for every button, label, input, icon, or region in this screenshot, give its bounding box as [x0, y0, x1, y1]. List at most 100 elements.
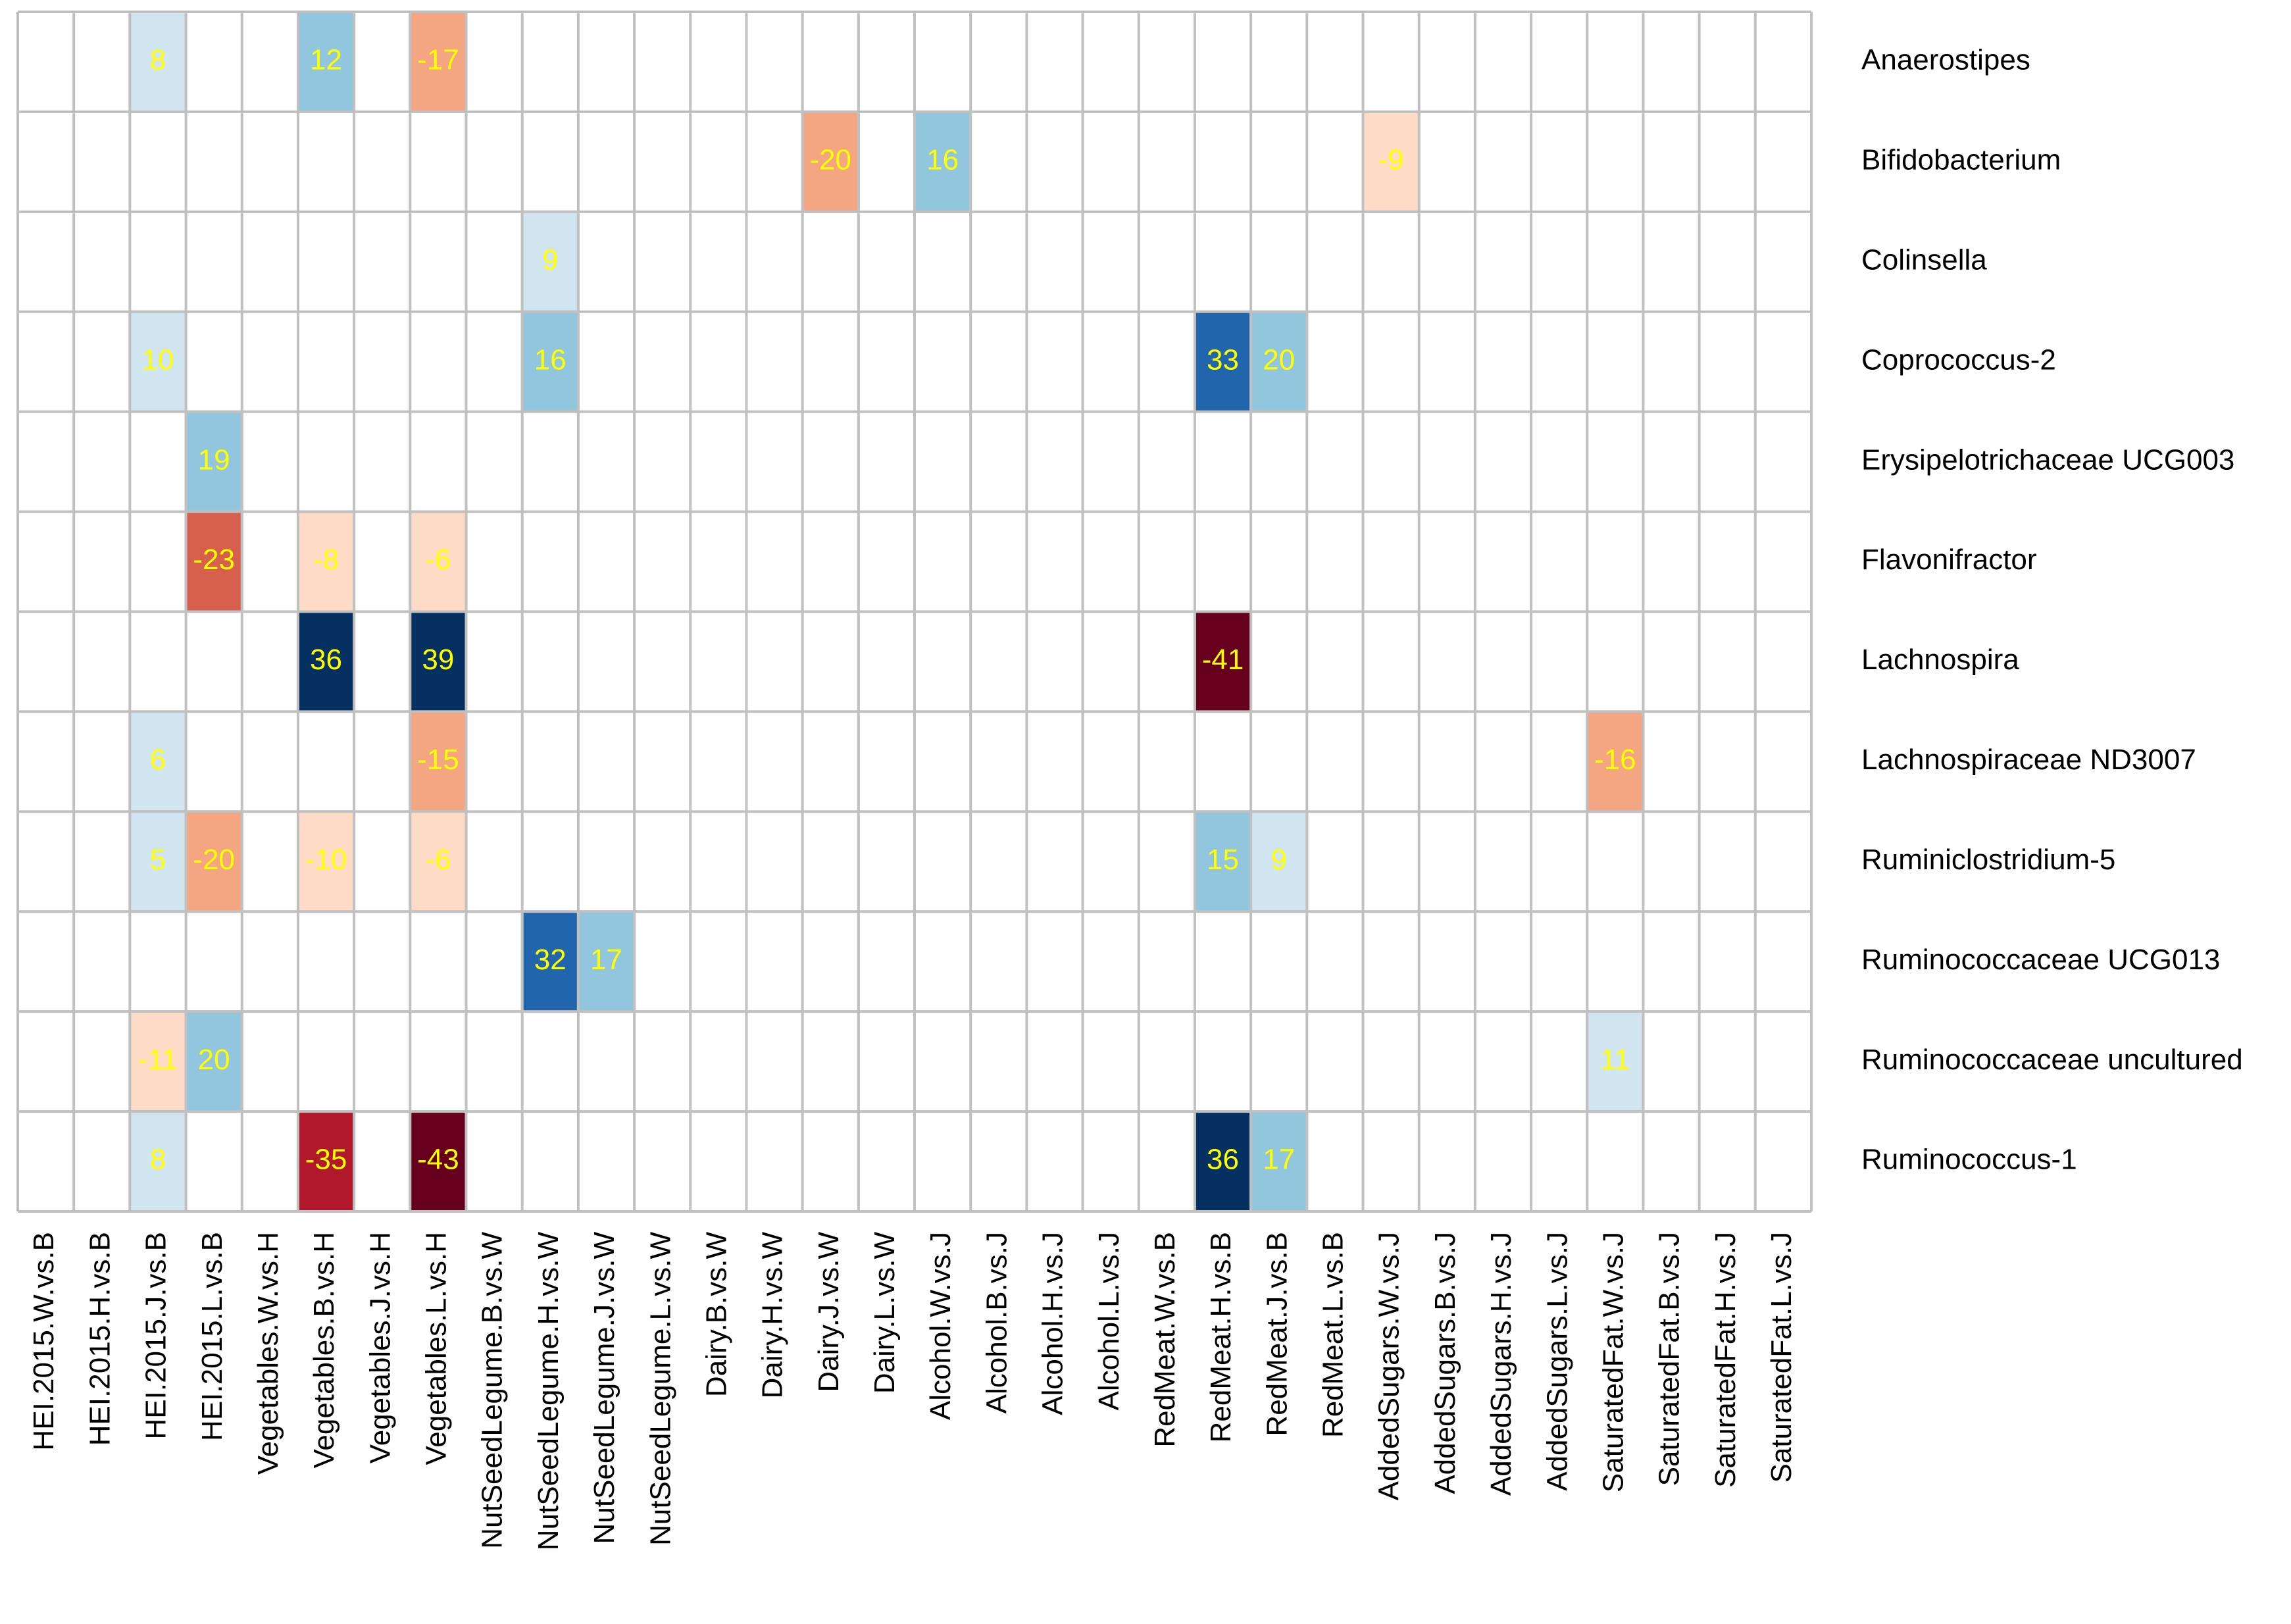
- column-label: RedMeat.H.vs.B: [1205, 1232, 1237, 1442]
- column-label: Alcohol.B.vs.J: [980, 1232, 1013, 1413]
- heat-cell: [184, 1010, 243, 1113]
- cell-label: 8: [150, 44, 166, 76]
- column-label: Vegetables.B.vs.H: [308, 1232, 340, 1469]
- heat-cell: [184, 510, 243, 613]
- column-label: Alcohol.W.vs.J: [924, 1232, 957, 1420]
- row-label: Coprococcus-2: [1861, 343, 2056, 376]
- heat-cell: [296, 510, 356, 613]
- column-label: RedMeat.L.vs.B: [1317, 1232, 1349, 1438]
- heat-cell: [296, 1110, 356, 1213]
- cell-label: 36: [1207, 1144, 1239, 1176]
- row-label: Ruminococcaceae uncultured: [1861, 1044, 2243, 1076]
- row-label: Erysipelotrichaceae UCG003: [1861, 444, 2234, 476]
- heat-cell: [409, 810, 468, 913]
- column-label: Dairy.H.vs.W: [757, 1232, 789, 1399]
- cell-label: -6: [425, 844, 451, 876]
- heat-cell: [520, 310, 580, 413]
- column-label: Alcohol.L.vs.J: [1093, 1232, 1125, 1410]
- heat-cell: [296, 810, 356, 913]
- row-label: Bifidobacterium: [1861, 144, 2061, 176]
- heat-cell: [409, 11, 468, 113]
- column-label: AddedSugars.H.vs.J: [1485, 1232, 1517, 1496]
- row-label: Ruminiclostridium-5: [1861, 844, 2115, 876]
- cell-label: 16: [926, 144, 959, 176]
- column-label: HEI.2015.J.vs.B: [140, 1232, 172, 1439]
- column-label: RedMeat.W.vs.B: [1149, 1232, 1181, 1448]
- column-label: NutSeedLegume.J.vs.W: [588, 1232, 620, 1544]
- heat-cell: [1361, 110, 1421, 213]
- row-label: Colinsella: [1861, 243, 1987, 276]
- cell-label: -10: [305, 844, 347, 876]
- cell-label: 20: [198, 1044, 230, 1076]
- column-label: Vegetables.W.vs.H: [252, 1232, 284, 1475]
- cell-label: 17: [1263, 1144, 1295, 1176]
- column-label: Dairy.L.vs.W: [869, 1232, 901, 1394]
- heat-cell: [128, 1110, 188, 1213]
- cell-label: -16: [1594, 744, 1636, 776]
- cell-label: 9: [542, 243, 558, 276]
- heat-cell: [409, 1110, 468, 1213]
- column-label: NutSeedLegume.L.vs.W: [644, 1232, 676, 1546]
- heat-cell: [184, 810, 243, 913]
- cell-label: 20: [1263, 343, 1295, 376]
- cell-label: 19: [198, 444, 230, 476]
- column-label: SaturatedFat.L.vs.J: [1765, 1232, 1798, 1483]
- cell-label: 17: [590, 944, 622, 976]
- cell-label: 11: [1600, 1044, 1630, 1076]
- row-label: Anaerostipes: [1861, 44, 2030, 76]
- cell-label: 9: [1271, 844, 1286, 876]
- heat-cell: [520, 210, 580, 313]
- heat-cell: [1249, 810, 1309, 913]
- column-label: HEI.2015.L.vs.B: [196, 1232, 228, 1441]
- heat-cell: [128, 1010, 188, 1113]
- cell-label: -11: [138, 1044, 178, 1076]
- column-label: SaturatedFat.W.vs.J: [1597, 1232, 1629, 1492]
- cell-label: -20: [193, 844, 235, 876]
- heat-cell: [296, 610, 356, 713]
- column-label: HEI.2015.W.vs.B: [28, 1232, 60, 1451]
- heat-cell: [128, 310, 188, 413]
- cell-label: 36: [310, 644, 342, 676]
- heat-cell: [520, 910, 580, 1013]
- cell-label: 33: [1207, 343, 1239, 376]
- cell-label: 8: [150, 1144, 166, 1176]
- column-label: HEI.2015.H.vs.B: [84, 1232, 116, 1446]
- cell-label: -43: [417, 1144, 459, 1176]
- column-label: SaturatedFat.H.vs.J: [1709, 1232, 1742, 1488]
- column-label: Vegetables.L.vs.H: [420, 1232, 453, 1465]
- row-label: Ruminococcus-1: [1861, 1144, 2077, 1176]
- cell-label: 16: [534, 343, 566, 376]
- heat-cell: [913, 110, 972, 213]
- heat-cell: [128, 710, 188, 813]
- cell-label: -8: [313, 544, 339, 576]
- heat-cell: [1249, 310, 1309, 413]
- column-label: AddedSugars.L.vs.J: [1541, 1232, 1573, 1491]
- heat-cell: [296, 11, 356, 113]
- column-label: Alcohol.H.vs.J: [1037, 1232, 1069, 1415]
- cell-label: 5: [150, 844, 166, 876]
- column-label: RedMeat.J.vs.B: [1261, 1232, 1293, 1436]
- heat-cell: [1193, 310, 1253, 413]
- cell-label: 6: [150, 744, 166, 776]
- heat-cell: [1193, 610, 1253, 713]
- heat-cell: [1193, 810, 1253, 913]
- column-label: AddedSugars.W.vs.J: [1373, 1232, 1405, 1500]
- column-label: Dairy.B.vs.W: [700, 1232, 732, 1397]
- cell-label: -15: [417, 744, 459, 776]
- cell-label: 12: [310, 44, 342, 76]
- row-label: Flavonifractor: [1861, 544, 2037, 576]
- cell-label: 10: [141, 343, 174, 376]
- heat-cell: [576, 910, 636, 1013]
- column-label: Dairy.J.vs.W: [813, 1232, 845, 1392]
- column-label: NutSeedLegume.H.vs.W: [532, 1232, 565, 1551]
- cell-label: -17: [417, 44, 459, 76]
- heat-cell: [1586, 1010, 1645, 1113]
- heat-cell: [128, 11, 188, 113]
- heat-cell: [1193, 1110, 1253, 1213]
- column-label: AddedSugars.B.vs.J: [1429, 1232, 1461, 1494]
- row-label: Ruminococcaceae UCG013: [1861, 944, 2220, 976]
- cell-label: -35: [305, 1144, 347, 1176]
- cell-label: -41: [1202, 644, 1244, 676]
- cell-label: -9: [1378, 144, 1404, 176]
